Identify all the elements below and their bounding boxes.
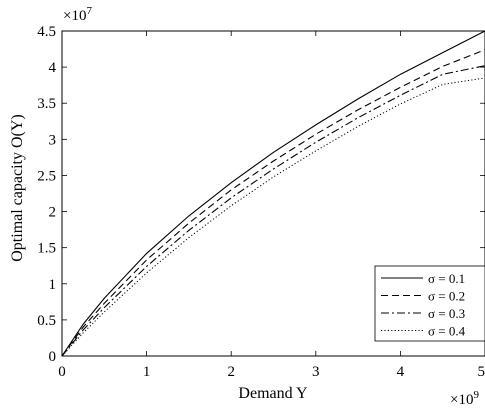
y-tick-label: 0.5 [37, 313, 56, 329]
y-tick-label: 0 [49, 349, 57, 365]
x-tick-label: 4 [397, 364, 405, 380]
legend: σ = 0.1 σ = 0.2 σ = 0.3 σ = 0.4 [374, 265, 485, 342]
plot-area-frame [61, 30, 485, 357]
legend-label-4: σ = 0.4 [428, 324, 466, 339]
series-line-4 [61, 77, 485, 357]
x-tick-label: 2 [227, 364, 235, 380]
x-tick-label: 0 [58, 364, 66, 380]
legend-label-3: σ = 0.3 [428, 306, 465, 321]
y-exponent-label: ×107 [63, 5, 92, 24]
series-lines [61, 30, 485, 357]
y-axis-label: Optimal capacity O(Y) [9, 114, 26, 262]
y-tick-label: 2.5 [37, 168, 56, 184]
y-tick-label: 2 [49, 205, 57, 221]
legend-label-1: σ = 0.1 [428, 271, 465, 286]
y-tick-label: 4.5 [37, 24, 56, 40]
y-tick-label: 3 [49, 132, 57, 148]
x-tick-label: 3 [312, 364, 320, 380]
y-tick-label: 3.5 [37, 96, 56, 112]
y-axis-ticks: 0 0.5 1 1.5 2 2.5 3 3.5 4 4.5 [37, 24, 485, 365]
y-tick-label: 1 [49, 277, 57, 293]
series-line-2 [61, 49, 485, 357]
series-line-1 [61, 30, 485, 357]
x-tick-label: 1 [143, 364, 151, 380]
x-axis-label: Demand Y [238, 385, 308, 402]
y-tick-label: 4 [49, 60, 57, 76]
x-tick-label: 5 [478, 364, 485, 380]
x-exponent-label: ×109 [450, 389, 479, 408]
legend-label-2: σ = 0.2 [428, 289, 465, 304]
y-tick-label: 1.5 [37, 241, 56, 257]
series-line-3 [61, 65, 485, 357]
